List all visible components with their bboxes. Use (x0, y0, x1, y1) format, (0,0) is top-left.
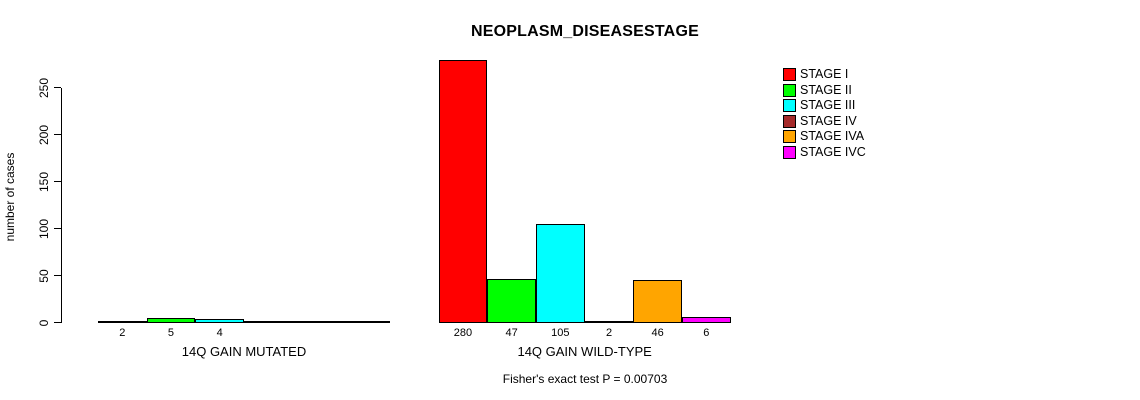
y-axis-line (61, 88, 62, 323)
bar-stage-ii (146, 318, 196, 323)
bar-value-label: 46 (651, 327, 664, 339)
legend-label: STAGE IVC (800, 144, 866, 159)
y-axis-tick (54, 134, 61, 135)
legend-swatch-icon (783, 145, 796, 159)
legend-item: STAGE IVC (783, 145, 866, 161)
bar-value-label: 105 (551, 327, 570, 339)
legend-item: STAGE I (783, 67, 866, 83)
y-axis-tick (54, 228, 61, 229)
legend-swatch-icon (783, 83, 796, 97)
y-axis-tick (54, 181, 61, 182)
group-baseline (98, 321, 391, 323)
legend-item: STAGE IV (783, 114, 866, 130)
bar-stage-ii (487, 279, 536, 323)
bar-value-label: 6 (703, 327, 710, 339)
legend-swatch-icon (783, 114, 796, 128)
legend-swatch-icon (783, 130, 796, 144)
legend-label: STAGE IVA (800, 129, 865, 144)
chart-title: NEOPLASM_DISEASESTAGE (471, 23, 699, 40)
legend: STAGE I STAGE II STAGE III STAGE IV STAGE IV… (783, 67, 866, 160)
bar-value-label: 5 (167, 327, 175, 339)
bar-value-label: 2 (119, 327, 126, 339)
legend-swatch-icon (783, 68, 796, 82)
x-group-label: 14Q GAIN WILD-TYPE (517, 344, 652, 359)
legend-label: STAGE I (800, 67, 849, 82)
y-axis-tick (54, 87, 61, 88)
x-group-label: 14Q GAIN MUTATED (181, 344, 307, 359)
legend-item: STAGE III (783, 98, 866, 114)
bar-value-label: 280 (453, 327, 473, 339)
y-tick-label: 250 (37, 77, 51, 99)
bar-value-label: 4 (216, 327, 223, 339)
y-axis-tick (54, 275, 61, 276)
bar-value-label: 47 (505, 327, 518, 339)
bar-stage-ivc (682, 317, 731, 323)
group-baseline (438, 321, 731, 323)
bar-stage-i (98, 321, 147, 323)
bar-stage-iv (584, 321, 634, 323)
y-axis-tick (54, 322, 61, 323)
legend-label: STAGE IV (800, 113, 857, 128)
legend-label: STAGE II (800, 82, 852, 97)
legend-item: STAGE IVA (783, 129, 866, 145)
legend-item: STAGE II (783, 83, 866, 99)
legend-label: STAGE III (800, 98, 856, 113)
fisher-note: Fisher's exact test P = 0.00703 (502, 372, 668, 386)
bar-stage-iii (536, 224, 585, 323)
bar-stage-i (438, 60, 488, 323)
legend-swatch-icon (783, 99, 796, 113)
bar-value-label: 2 (605, 327, 613, 339)
bar-stage-iva (633, 280, 682, 323)
bar-stage-iii (195, 319, 244, 323)
